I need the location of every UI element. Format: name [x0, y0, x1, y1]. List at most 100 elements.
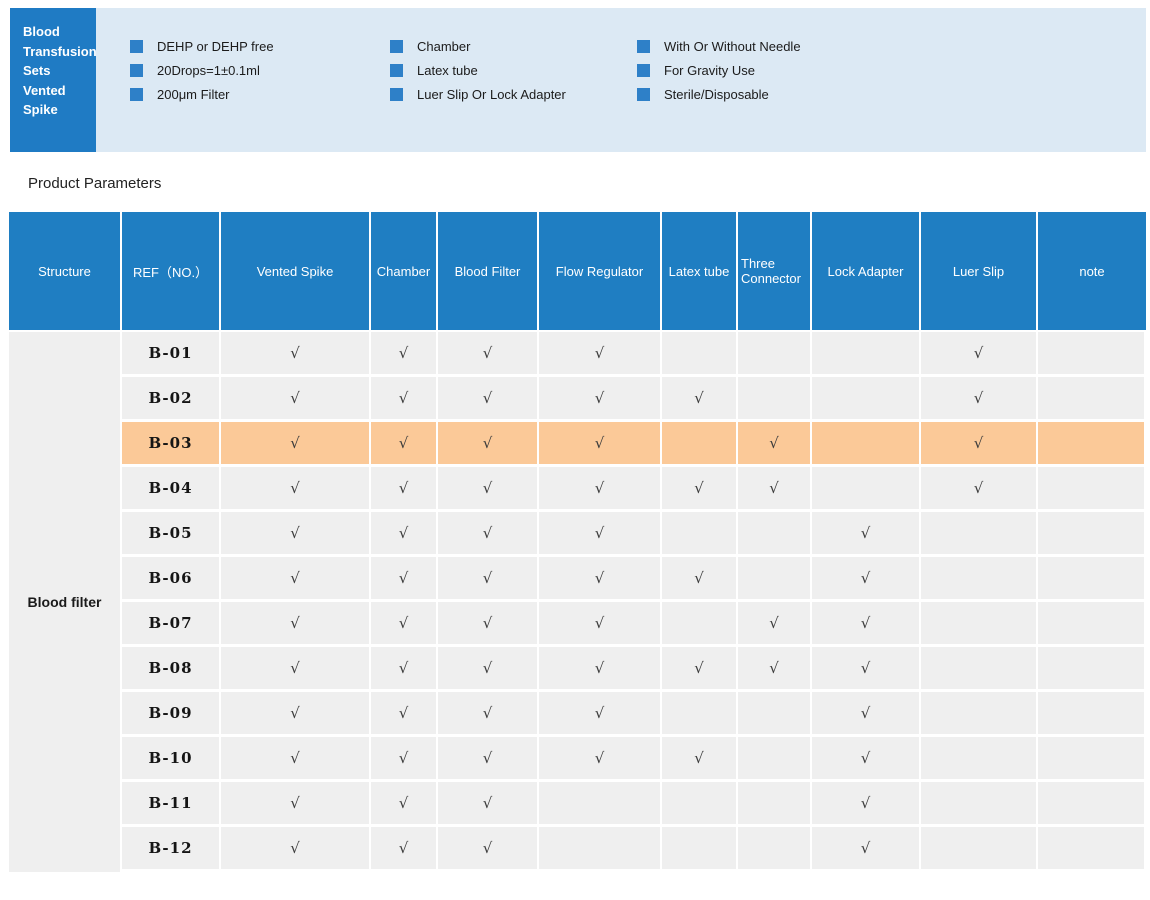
empty-cell — [738, 557, 812, 602]
check-cell: √ — [221, 647, 371, 692]
empty-cell — [812, 467, 921, 512]
table-row: B-04 √ √ √ √ √ √ √ — [122, 467, 1144, 512]
ref-cell: B-09 — [122, 692, 221, 737]
square-bullet-icon — [130, 88, 143, 101]
ref-cell: B-03 — [122, 422, 221, 467]
table-header-row: Structure REF（NO.） Vented Spike Chamber … — [9, 212, 1146, 330]
check-cell: √ — [662, 467, 738, 512]
empty-cell — [662, 332, 738, 377]
empty-cell — [662, 512, 738, 557]
check-cell: √ — [539, 692, 662, 737]
check-cell: √ — [812, 647, 921, 692]
empty-cell — [1038, 737, 1144, 782]
ref-cell: B-02 — [122, 377, 221, 422]
check-cell: √ — [539, 377, 662, 422]
column-header-flow-regulator: Flow Regulator — [539, 212, 662, 330]
check-cell: √ — [738, 602, 812, 647]
check-cell: √ — [812, 512, 921, 557]
check-cell: √ — [539, 557, 662, 602]
check-cell: √ — [221, 377, 371, 422]
feature-label: For Gravity Use — [664, 63, 756, 78]
check-cell: √ — [738, 467, 812, 512]
square-bullet-icon — [390, 40, 403, 53]
check-cell: √ — [921, 422, 1038, 467]
feature-column: With Or Without Needle For Gravity Use S… — [637, 39, 1146, 152]
check-cell: √ — [438, 512, 539, 557]
ref-cell: B-10 — [122, 737, 221, 782]
column-header-structure: Structure — [9, 212, 122, 330]
feature-column: DEHP or DEHP free 20Drops=1±0.1ml 200μm … — [130, 39, 390, 152]
table-row: B-02 √ √ √ √ √ √ — [122, 377, 1144, 422]
empty-cell — [1038, 332, 1144, 377]
table-body: Blood filter B-01 √ √ √ √ √ B-02 √ √ √ √ √ √ B-03 √ √ √ √… — [9, 330, 1146, 872]
table-row: B-03 √ √ √ √ √ √ — [122, 422, 1144, 467]
square-bullet-icon — [390, 64, 403, 77]
check-cell: √ — [539, 467, 662, 512]
empty-cell — [1038, 377, 1144, 422]
empty-cell — [1038, 512, 1144, 557]
square-bullet-icon — [130, 64, 143, 77]
feature-label: Sterile/Disposable — [664, 87, 769, 102]
empty-cell — [921, 737, 1038, 782]
ref-cell: B-06 — [122, 557, 221, 602]
check-cell: √ — [438, 782, 539, 827]
page-title: Product Parameters — [28, 175, 162, 192]
feature-label: Latex tube — [417, 63, 478, 78]
empty-cell — [738, 827, 812, 872]
check-cell: √ — [221, 737, 371, 782]
feature-item: Luer Slip Or Lock Adapter — [390, 87, 637, 102]
check-cell: √ — [221, 422, 371, 467]
check-cell: √ — [371, 422, 438, 467]
check-cell: √ — [662, 737, 738, 782]
check-cell: √ — [662, 557, 738, 602]
empty-cell — [812, 332, 921, 377]
check-cell: √ — [662, 647, 738, 692]
check-cell: √ — [438, 602, 539, 647]
check-cell: √ — [221, 467, 371, 512]
feature-item: DEHP or DEHP free — [130, 39, 390, 54]
feature-item: For Gravity Use — [637, 63, 1146, 78]
empty-cell — [662, 827, 738, 872]
check-cell: √ — [371, 782, 438, 827]
check-cell: √ — [371, 647, 438, 692]
table-row: B-10 √ √ √ √ √ √ — [122, 737, 1144, 782]
empty-cell — [738, 692, 812, 737]
feature-item: Chamber — [390, 39, 637, 54]
empty-cell — [921, 602, 1038, 647]
column-header-vented-spike: Vented Spike — [221, 212, 371, 330]
product-title-line: Transfusion — [23, 43, 97, 59]
ref-cell: B-07 — [122, 602, 221, 647]
check-cell: √ — [371, 737, 438, 782]
feature-label: Luer Slip Or Lock Adapter — [417, 87, 566, 102]
empty-cell — [662, 602, 738, 647]
empty-cell — [738, 737, 812, 782]
check-cell: √ — [221, 557, 371, 602]
check-cell: √ — [438, 422, 539, 467]
empty-cell — [1038, 647, 1144, 692]
check-cell: √ — [221, 827, 371, 872]
ref-cell: B-04 — [122, 467, 221, 512]
feature-item: Sterile/Disposable — [637, 87, 1146, 102]
column-header-lock-adapter: Lock Adapter — [812, 212, 921, 330]
check-cell: √ — [812, 782, 921, 827]
feature-label: 200μm Filter — [157, 87, 230, 102]
empty-cell — [1038, 827, 1144, 872]
check-cell: √ — [371, 557, 438, 602]
empty-cell — [539, 827, 662, 872]
check-cell: √ — [438, 737, 539, 782]
empty-cell — [1038, 467, 1144, 512]
empty-cell — [662, 422, 738, 467]
empty-cell — [921, 692, 1038, 737]
column-header-chamber: Chamber — [371, 212, 438, 330]
check-cell: √ — [539, 737, 662, 782]
check-cell: √ — [539, 647, 662, 692]
empty-cell — [738, 332, 812, 377]
check-cell: √ — [662, 377, 738, 422]
check-cell: √ — [371, 602, 438, 647]
check-cell: √ — [221, 782, 371, 827]
check-cell: √ — [438, 377, 539, 422]
ref-cell: B-11 — [122, 782, 221, 827]
square-bullet-icon — [637, 64, 650, 77]
feature-label: Chamber — [417, 39, 471, 54]
table-row: B-09 √ √ √ √ √ — [122, 692, 1144, 737]
